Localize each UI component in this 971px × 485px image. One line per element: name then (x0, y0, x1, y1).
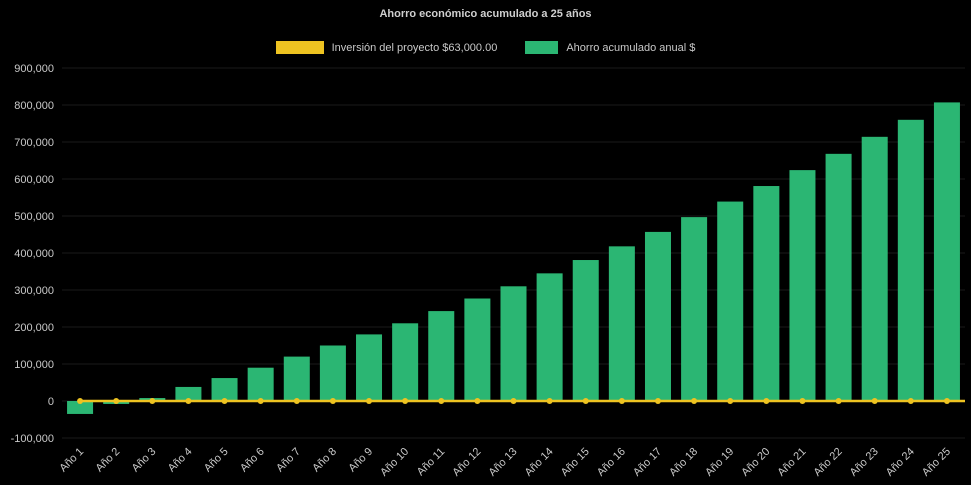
investment-line-marker (329, 398, 336, 404)
y-axis-label: 500,000 (14, 211, 54, 223)
bar-año-12 (464, 298, 491, 401)
x-axis-label: Año 22 (812, 446, 845, 479)
investment-line-marker (438, 398, 445, 404)
investment-line-marker (618, 398, 625, 404)
x-axis-label: Año 8 (310, 446, 339, 475)
x-axis-label: Año 4 (166, 446, 195, 475)
bar-año-24 (897, 119, 924, 402)
savings-swatch (525, 41, 559, 54)
x-axis-label: Año 20 (739, 446, 772, 479)
investment-line-marker (871, 398, 878, 404)
y-axis-label: 100,000 (14, 359, 54, 371)
investment-line-marker (691, 398, 698, 404)
bar-año-7 (283, 356, 310, 401)
x-axis-label: Año 1 (57, 446, 86, 475)
y-axis-label: 900,000 (14, 63, 54, 75)
x-axis-label: Año 24 (884, 446, 917, 479)
legend-item-investment: Inversión del proyecto $63,000.00 (275, 41, 498, 54)
investment-line-marker (149, 398, 156, 404)
x-axis-label: Año 13 (486, 446, 519, 479)
investment-line-marker (77, 398, 84, 404)
investment-line-marker (582, 398, 589, 404)
x-axis-label: Año 19 (703, 446, 736, 479)
bar-año-13 (500, 286, 527, 401)
bar-año-20 (753, 186, 780, 401)
investment-swatch (275, 41, 324, 54)
y-axis-label: 600,000 (14, 174, 54, 186)
legend-label-savings: Ahorro acumulado anual $ (566, 41, 696, 54)
bar-año-17 (644, 231, 671, 401)
investment-line-marker (727, 398, 734, 404)
investment-line-marker (943, 398, 950, 404)
investment-line-marker (799, 398, 806, 404)
y-axis-label: 300,000 (14, 285, 54, 297)
x-axis-label: Año 21 (775, 446, 808, 479)
x-axis-label: Año 9 (346, 446, 375, 475)
bar-año-21 (789, 170, 816, 401)
legend-label-investment: Inversión del proyecto $63,000.00 (331, 41, 498, 54)
investment-line-marker (113, 398, 120, 404)
bar-año-25 (933, 102, 960, 401)
x-axis-label: Año 12 (450, 446, 483, 479)
x-axis-label: Año 6 (238, 446, 267, 475)
legend-item-savings: Ahorro acumulado anual $ (525, 41, 695, 54)
bar-año-11 (428, 311, 455, 401)
investment-line-marker (546, 398, 553, 404)
bar-año-16 (608, 246, 635, 401)
investment-line-marker (257, 398, 264, 404)
bar-año-9 (356, 334, 383, 401)
legend: Inversión del proyecto $63,000.00 Ahorro… (0, 41, 971, 54)
investment-line-marker (366, 398, 373, 404)
investment-line-marker (474, 398, 481, 404)
y-axis-label: 0 (48, 396, 54, 408)
bar-año-14 (536, 273, 563, 401)
bar-año-18 (681, 217, 708, 401)
y-axis-label: 800,000 (14, 100, 54, 112)
bar-año-22 (825, 153, 852, 401)
investment-line-marker (654, 398, 661, 404)
investment-line-marker (293, 398, 300, 404)
x-axis-label: Año 16 (595, 446, 628, 479)
x-axis-label: Año 17 (631, 446, 664, 479)
x-axis-label: Año 5 (202, 446, 231, 475)
bar-año-23 (861, 136, 888, 401)
x-axis-label: Año 7 (274, 446, 303, 475)
x-axis-label: Año 11 (415, 446, 448, 479)
x-axis-label: Año 18 (667, 446, 700, 479)
y-axis-label: 400,000 (14, 248, 54, 260)
x-axis-label: Año 2 (93, 446, 122, 475)
bar-año-8 (319, 345, 346, 401)
investment-line-marker (763, 398, 770, 404)
bar-año-4 (175, 386, 202, 401)
bar-año-6 (247, 367, 274, 401)
investment-line-marker (221, 398, 228, 404)
x-axis-label: Año 14 (523, 446, 556, 479)
investment-line-marker (835, 398, 842, 404)
x-axis-label: Año 23 (848, 446, 881, 479)
y-axis-label: 700,000 (14, 137, 54, 149)
x-axis-label: Año 10 (378, 446, 411, 479)
bar-año-19 (717, 201, 744, 401)
bar-año-15 (572, 260, 599, 401)
x-axis-label: Año 25 (920, 446, 953, 479)
x-axis-label: Año 3 (130, 446, 159, 475)
investment-line-marker (510, 398, 517, 404)
bar-año-5 (211, 378, 238, 401)
y-axis-label: -100,000 (11, 433, 54, 445)
investment-line-marker (185, 398, 192, 404)
chart-title: Ahorro económico acumulado a 25 años (379, 8, 592, 20)
bar-año-1 (67, 401, 94, 414)
investment-line-marker (907, 398, 914, 404)
x-axis-label: Año 15 (559, 446, 592, 479)
investment-line-marker (402, 398, 409, 404)
bar-año-10 (392, 323, 419, 401)
y-axis-label: 200,000 (14, 322, 54, 334)
